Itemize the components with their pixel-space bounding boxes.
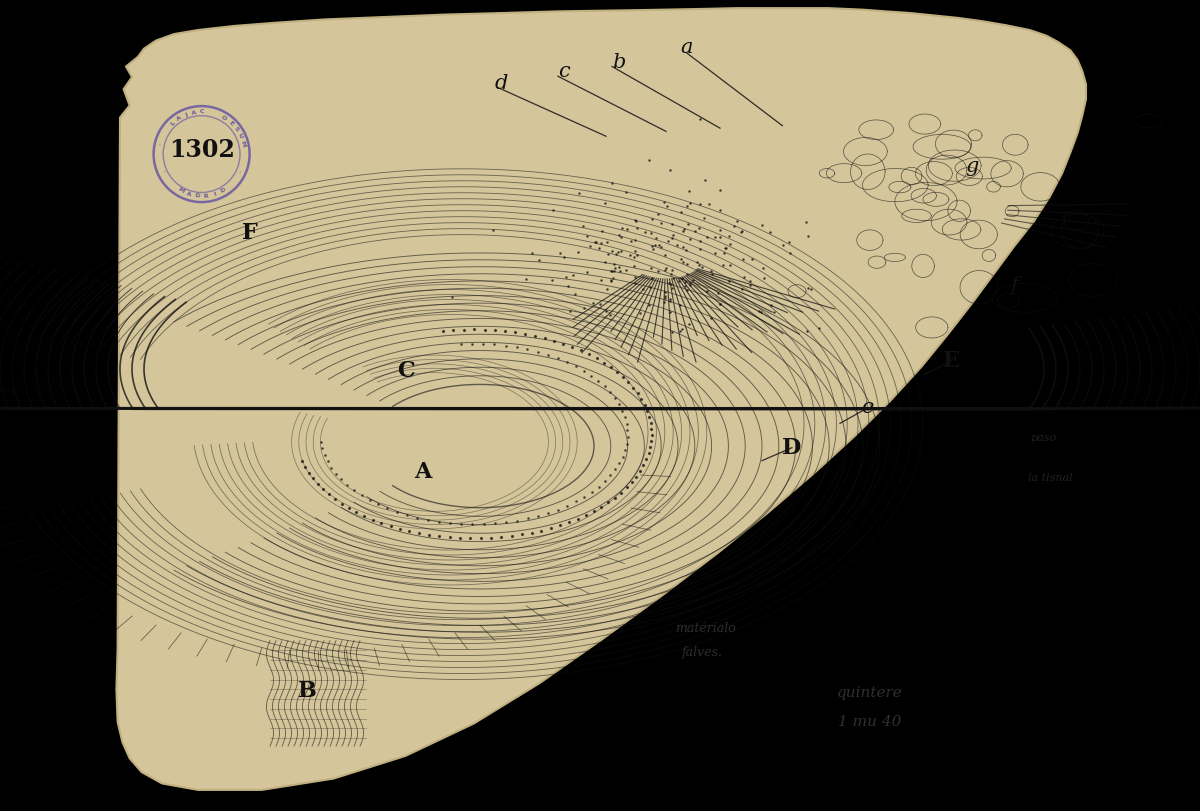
Text: quintere: quintere — [838, 686, 902, 701]
Text: falves.: falves. — [682, 646, 722, 659]
Text: ·: · — [238, 169, 242, 174]
Text: la tisnal: la tisnal — [1027, 474, 1073, 483]
Text: C: C — [199, 109, 204, 114]
Text: I: I — [212, 191, 216, 197]
Text: ·: · — [161, 169, 166, 174]
Text: B: B — [298, 680, 317, 702]
Polygon shape — [116, 8, 1086, 790]
Text: matérialo: matérialo — [676, 622, 736, 635]
Text: A: A — [414, 461, 431, 483]
Text: U: U — [236, 133, 244, 139]
Text: A: A — [191, 109, 197, 115]
Text: A: A — [186, 191, 192, 197]
Text: M: M — [239, 139, 246, 148]
Text: E: E — [943, 350, 960, 372]
Text: a: a — [680, 37, 692, 57]
Text: b: b — [612, 53, 626, 72]
Text: d: d — [494, 74, 509, 93]
Text: ·: · — [158, 142, 163, 145]
Text: E: E — [227, 120, 234, 127]
Text: A: A — [175, 115, 182, 122]
Text: 1 mu 40: 1 mu 40 — [839, 714, 901, 729]
Text: f: f — [1010, 276, 1018, 295]
Text: g: g — [965, 157, 979, 176]
Text: R: R — [203, 193, 209, 199]
Text: c: c — [558, 62, 570, 81]
Text: D: D — [220, 187, 227, 194]
Text: F: F — [241, 221, 258, 244]
Text: D: D — [782, 436, 802, 459]
Text: paso: paso — [1031, 433, 1057, 443]
Text: O: O — [221, 115, 228, 122]
Text: L: L — [169, 120, 176, 127]
Text: S: S — [233, 126, 239, 133]
Text: D: D — [194, 193, 200, 199]
Text: M: M — [176, 187, 185, 195]
Text: J: J — [184, 112, 188, 118]
Text: e: e — [862, 398, 874, 418]
Text: C: C — [397, 359, 414, 382]
Text: 1302: 1302 — [169, 138, 234, 162]
